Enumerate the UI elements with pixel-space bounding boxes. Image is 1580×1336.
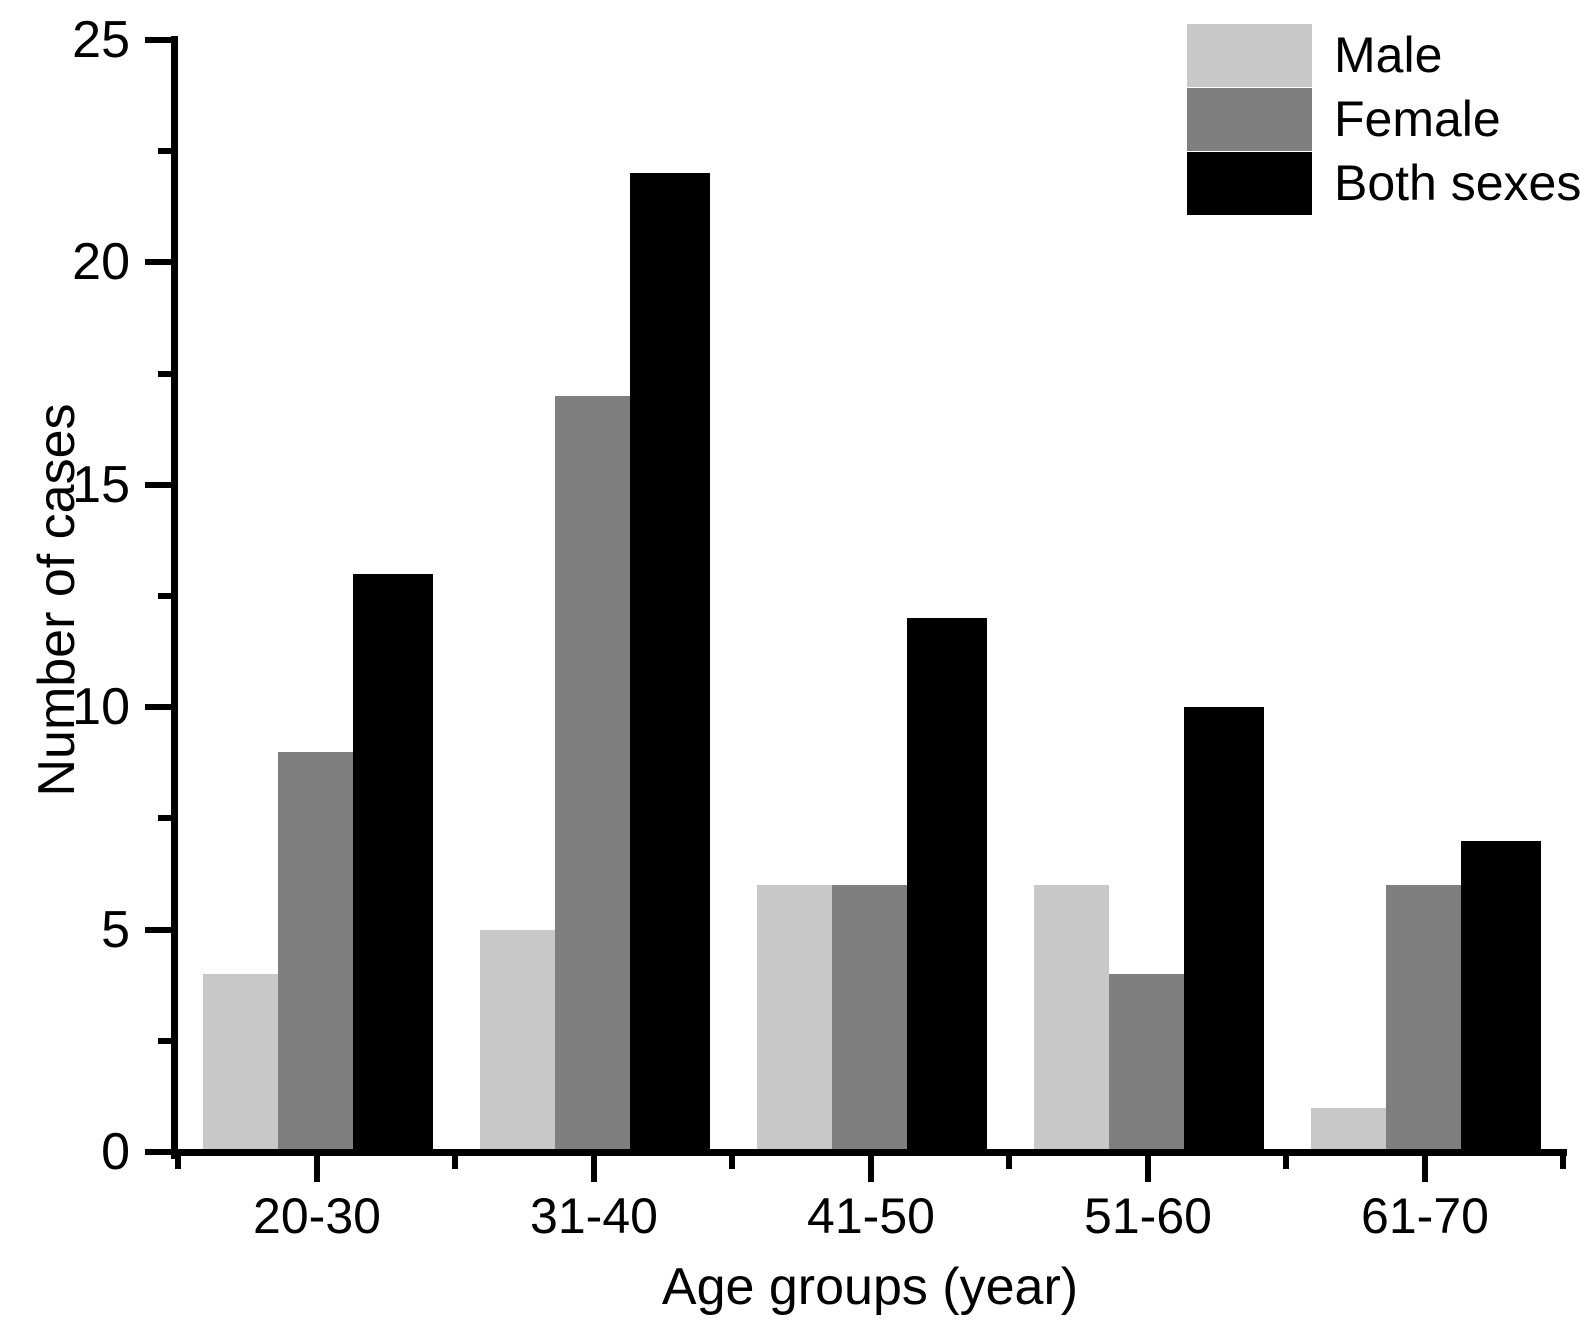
x-minor-tick	[1283, 1156, 1289, 1169]
y-major-tick	[145, 482, 171, 488]
legend-label-female: Female	[1334, 91, 1501, 147]
y-minor-tick	[158, 593, 171, 599]
legend-swatch-both-sexes	[1187, 152, 1312, 215]
legend-item-both-sexes: Both sexes	[1187, 152, 1580, 215]
x-minor-tick	[1006, 1156, 1012, 1169]
legend-label-male: Male	[1334, 27, 1443, 83]
y-axis-title: Number of cases	[28, 403, 86, 797]
bar-female-61-70	[1386, 885, 1461, 1152]
y-major-tick	[145, 37, 171, 43]
x-tick-label-41-50: 41-50	[807, 1188, 935, 1244]
y-minor-tick	[158, 148, 171, 154]
legend-swatch-female	[1187, 88, 1312, 151]
y-major-tick	[145, 927, 171, 933]
x-major-tick	[314, 1156, 320, 1182]
y-tick-label: 0	[101, 1123, 130, 1181]
x-major-tick	[591, 1156, 597, 1182]
bar-both-sexes-20-30	[353, 574, 433, 1152]
y-major-tick	[145, 1149, 171, 1155]
y-tick-label: 10	[72, 678, 130, 736]
x-major-tick	[868, 1156, 874, 1182]
bar-both-sexes-51-60	[1184, 707, 1264, 1152]
y-major-tick	[145, 704, 171, 710]
bar-male-31-40	[480, 930, 555, 1152]
bar-male-51-60	[1034, 885, 1109, 1152]
y-minor-tick	[158, 1038, 171, 1044]
bar-male-61-70	[1311, 1108, 1386, 1152]
x-major-tick	[1422, 1156, 1428, 1182]
legend-item-female: Female	[1187, 88, 1580, 151]
x-major-tick	[1145, 1156, 1151, 1182]
x-minor-tick	[175, 1156, 181, 1169]
y-major-tick	[145, 259, 171, 265]
y-axis-line	[171, 36, 178, 1159]
legend-swatch-male	[1187, 24, 1312, 87]
bar-male-41-50	[757, 885, 832, 1152]
x-minor-tick	[452, 1156, 458, 1169]
y-tick-label: 20	[72, 233, 130, 291]
bar-female-51-60	[1109, 974, 1184, 1152]
y-minor-tick	[158, 371, 171, 377]
legend-item-male: Male	[1187, 24, 1580, 87]
bar-female-41-50	[832, 885, 907, 1152]
x-axis-line	[171, 1149, 1567, 1156]
x-minor-tick	[729, 1156, 735, 1169]
bar-male-20-30	[203, 974, 278, 1152]
y-tick-label: 5	[101, 901, 130, 959]
bar-female-31-40	[555, 396, 630, 1152]
legend-label-both-sexes: Both sexes	[1334, 155, 1580, 211]
y-minor-tick	[158, 815, 171, 821]
x-tick-label-31-40: 31-40	[530, 1188, 658, 1244]
bar-both-sexes-61-70	[1461, 841, 1541, 1152]
x-tick-label-61-70: 61-70	[1361, 1188, 1489, 1244]
legend: Male Female Both sexes	[1187, 24, 1580, 216]
y-tick-label: 25	[72, 11, 130, 69]
bar-both-sexes-31-40	[630, 173, 710, 1152]
x-tick-label-51-60: 51-60	[1084, 1188, 1212, 1244]
y-tick-label: 15	[72, 456, 130, 514]
x-tick-label-20-30: 20-30	[253, 1188, 381, 1244]
x-axis-title: Age groups (year)	[661, 1258, 1079, 1316]
x-minor-tick	[1560, 1156, 1566, 1169]
bar-both-sexes-41-50	[907, 618, 987, 1152]
bar-female-20-30	[278, 752, 353, 1152]
